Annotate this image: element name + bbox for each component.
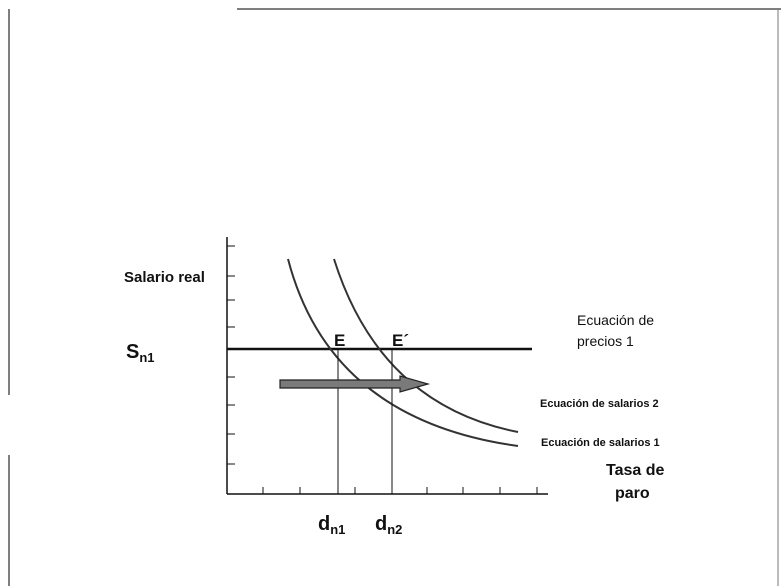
x-axis [227,487,548,495]
point-e-label: E [334,331,345,350]
wage-equation-1-curve [287,258,519,447]
sn1-sub: n1 [139,350,154,365]
dn1-label: dn1 [318,513,345,537]
wage-equation-2-label: Ecuación de salarios 2 [540,398,659,410]
price-equation-label-line2: precios 1 [577,333,634,349]
frame [8,8,781,586]
dn1-sub: n1 [330,522,345,537]
wage-equation-1-label: Ecuación de salarios 1 [541,437,660,449]
x-axis-label-line1: Tasa de [606,462,665,479]
price-equation-label-line1: Ecuación de [577,312,654,328]
sn1-label: Sn1 [126,341,155,365]
dn2-label: dn2 [375,513,402,537]
dn1-main: d [318,513,330,535]
x-axis-label-line2: paro [615,485,650,502]
y-axis [226,237,235,494]
y-axis-label: Salario real [124,269,205,286]
dn2-main: d [375,513,387,535]
sn1-main: S [126,341,139,363]
point-e-prime-label: E´ [392,331,409,350]
dn2-sub: n2 [387,522,402,537]
wage-equation-2-curve [333,258,519,433]
shift-arrow [279,375,431,393]
